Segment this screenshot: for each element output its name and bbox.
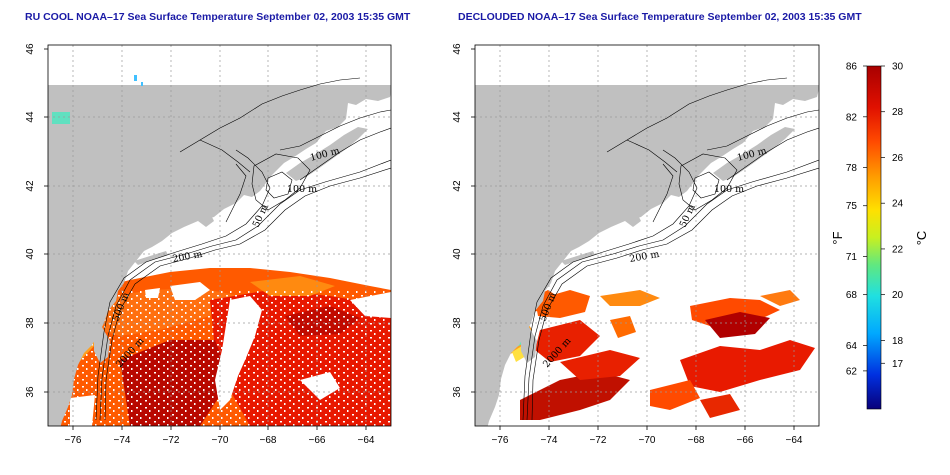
left-bathymetry-contours [95, 77, 391, 421]
right-x-tick-label: −70 [639, 435, 656, 446]
right-sst-field [505, 290, 815, 420]
celsius-tick-label: 22 [892, 244, 904, 255]
right-contour-label-100m-b: 100 m [714, 184, 744, 195]
left-x-tick-label: −76 [65, 435, 82, 446]
right-y-tick-label: 42 [452, 180, 463, 192]
celsius-tick-label: 24 [892, 199, 904, 210]
left-y-tick-label: 46 [25, 43, 36, 55]
left-x-tick-label: −72 [163, 435, 180, 446]
left-map-axes: −76 −74 −72 −70 −68 −66 −64 36 38 40 42 … [25, 43, 375, 446]
right-y-tick-label: 38 [452, 317, 463, 329]
fahrenheit-unit-label: °F [830, 231, 845, 244]
left-x-tick-label: −64 [358, 435, 375, 446]
right-x-tick-label: −68 [688, 435, 705, 446]
right-y-tick-label: 44 [452, 111, 463, 123]
left-y-tick-label: 42 [25, 180, 36, 192]
fahrenheit-tick-label: 86 [846, 62, 858, 73]
left-y-tick-label: 40 [25, 248, 36, 260]
left-x-tick-label: −74 [114, 435, 131, 446]
fahrenheit-tick-label: 68 [846, 290, 858, 301]
temperature-colorbar: 30 28 26 24 22 20 18 17 86 82 78 75 71 68 64 62 °F °C [830, 62, 929, 410]
fahrenheit-tick-label: 75 [846, 201, 858, 212]
left-map-title: RU COOL NOAA–17 Sea Surface Temperature … [25, 11, 411, 23]
left-map-panel: 100 m 100 m 50 m 200 m 500 m 2000 m −76 … [25, 43, 392, 446]
left-y-tick-label: 44 [25, 111, 36, 123]
right-map-panel: 100 m 100 m 50 m 200 m 500 m 2000 m −76 … [452, 43, 820, 446]
right-contour-label-200m: 200 m [629, 249, 661, 265]
celsius-tick-label: 20 [892, 290, 904, 301]
right-x-tick-label: −66 [737, 435, 754, 446]
right-y-tick-label: 36 [452, 386, 463, 398]
celsius-tick-label: 28 [892, 107, 904, 118]
left-y-tick-label: 38 [25, 317, 36, 329]
left-x-tick-label: −68 [260, 435, 277, 446]
fahrenheit-tick-label: 62 [846, 366, 858, 377]
right-x-tick-label: −64 [786, 435, 803, 446]
right-y-tick-label: 46 [452, 43, 463, 55]
left-x-tick-label: −70 [212, 435, 229, 446]
fahrenheit-tick-label: 82 [846, 112, 858, 123]
left-contour-label-200m: 200 m [172, 249, 204, 265]
right-x-tick-label: −74 [541, 435, 558, 446]
left-contour-label-100m-b: 100 m [287, 184, 317, 195]
celsius-tick-label: 17 [892, 359, 904, 370]
fahrenheit-tick-label: 71 [846, 252, 858, 263]
right-map-title: DECLOUDED NOAA–17 Sea Surface Temperatur… [458, 11, 862, 23]
left-y-tick-label: 36 [25, 386, 36, 398]
celsius-unit-label: °C [914, 231, 929, 246]
right-bathymetry-contours [522, 77, 819, 421]
fahrenheit-tick-label: 64 [846, 341, 858, 352]
left-x-tick-label: −66 [309, 435, 326, 446]
colorbar-gradient [866, 65, 882, 410]
right-x-tick-label: −72 [590, 435, 607, 446]
right-map-axes: −76 −74 −72 −70 −68 −66 −64 36 38 40 42 … [452, 43, 803, 446]
celsius-tick-label: 26 [892, 153, 904, 164]
right-y-tick-label: 40 [452, 248, 463, 260]
celsius-tick-label: 18 [892, 336, 904, 347]
fahrenheit-tick-label: 78 [846, 163, 858, 174]
right-x-tick-label: −76 [492, 435, 509, 446]
celsius-tick-label: 30 [892, 62, 904, 73]
